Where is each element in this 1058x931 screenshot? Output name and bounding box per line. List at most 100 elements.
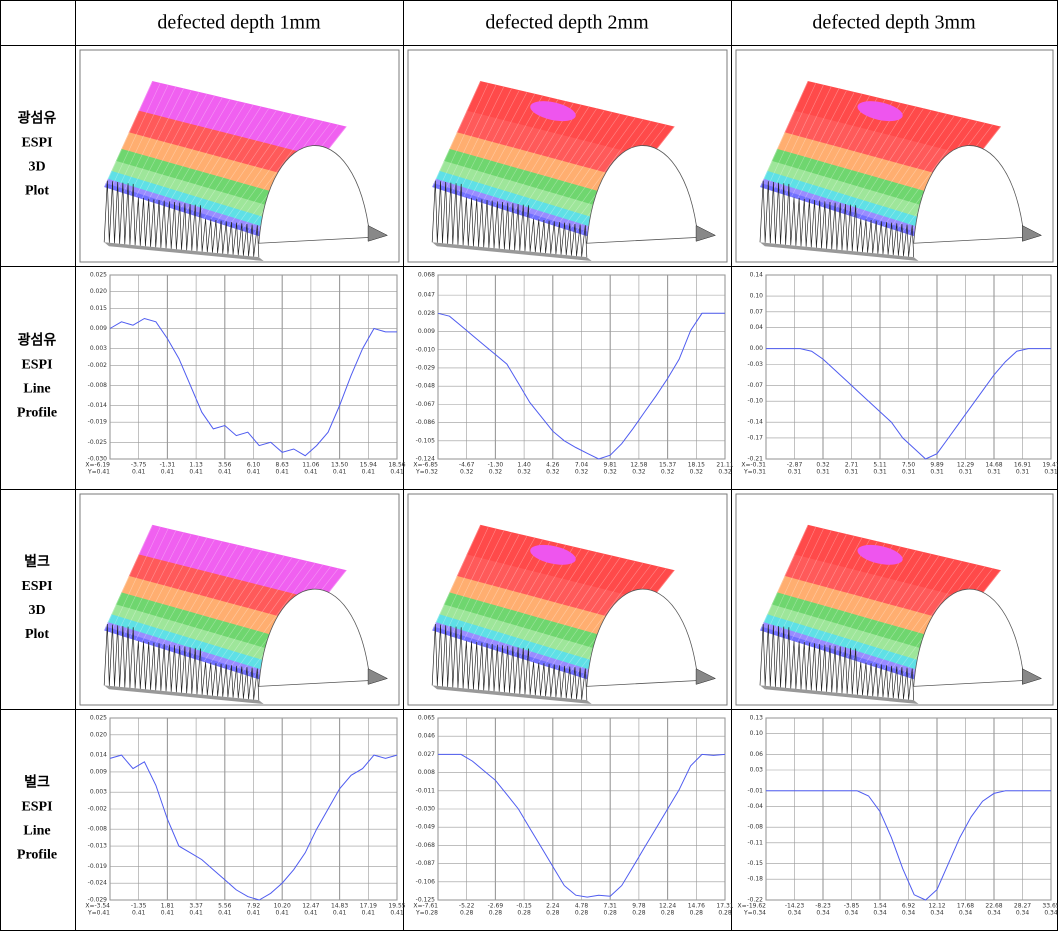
x-tick-label: -4.67 [459, 462, 475, 469]
figure-table: defected depth 1mmdefected depth 2mmdefe… [0, 0, 1058, 931]
x-tick-label: 33.65 [1042, 903, 1058, 910]
y-tick-label: -0.15 [747, 860, 763, 867]
y-tick-label: -0.105 [416, 437, 436, 444]
x-tick-label: 14.76 [688, 903, 705, 910]
y-tick-label: -0.025 [88, 439, 108, 446]
x-tick-label: 5.11 [873, 462, 887, 469]
x-tick-label: 1.81 [161, 903, 175, 910]
y-coord-label: 0.31 [930, 469, 944, 476]
y-coord-label: 0.32 [632, 469, 646, 476]
y-coord-label: Y=0.31 [743, 469, 766, 476]
y-coord-label: 0.32 [575, 469, 589, 476]
x-tick-label: 6.92 [902, 903, 916, 910]
y-coord-label: 0.34 [873, 910, 887, 917]
y-tick-label: 0.028 [418, 310, 435, 317]
y-tick-label: -0.01 [747, 787, 763, 794]
y-tick-label: 0.015 [90, 305, 107, 312]
y-coord-label: 0.32 [517, 469, 531, 476]
x-tick-label: -8.23 [815, 903, 831, 910]
x-tick-label: -2.69 [488, 903, 504, 910]
x-tick-label: -1.31 [160, 462, 176, 469]
x-tick-label: 15.94 [360, 462, 377, 469]
y-coord-label: Y=0.41 [87, 469, 110, 476]
y-coord-label: 0.41 [132, 910, 146, 917]
y-coord-label: 0.41 [189, 910, 203, 917]
y-tick-label: 0.06 [750, 751, 764, 758]
y-coord-label: 0.31 [959, 469, 973, 476]
y-tick-label: 0.025 [90, 272, 107, 279]
y-coord-label: 0.32 [460, 469, 474, 476]
y-coord-label: 0.34 [902, 910, 916, 917]
x-tick-label: 9.89 [930, 462, 944, 469]
y-coord-label: 0.34 [845, 910, 859, 917]
row-label: Profile [17, 406, 57, 421]
column-header: defected depth 2mm [485, 12, 649, 34]
y-tick-label: 0.025 [90, 715, 107, 722]
y-tick-label: 0.009 [90, 325, 107, 332]
row-label: Plot [25, 627, 49, 642]
y-coord-label: 0.31 [987, 469, 1001, 476]
y-tick-label: -0.04 [747, 803, 763, 810]
x-tick-label: 7.50 [902, 462, 916, 469]
row-label: 광섬유 [18, 110, 57, 127]
y-tick-label: -0.019 [88, 863, 108, 870]
y-tick-label: -0.106 [416, 878, 436, 885]
row-label: ESPI [21, 579, 52, 594]
y-tick-label: -0.048 [416, 383, 436, 390]
x-tick-label: 12.29 [957, 462, 974, 469]
y-coord-label: 0.34 [987, 910, 1001, 917]
x-tick-label: 8.63 [276, 462, 290, 469]
y-tick-label: -0.17 [747, 434, 763, 441]
x-tick-label: 9.78 [632, 903, 646, 910]
plot-3d [736, 50, 1053, 262]
x-tick-label: X=-6.19 [85, 462, 110, 469]
y-coord-label: 0.32 [546, 469, 560, 476]
x-tick-label: X=-7.61 [413, 903, 438, 910]
x-tick-label: 4.26 [546, 462, 560, 469]
x-tick-label: -1.35 [131, 903, 147, 910]
x-tick-label: 12.12 [928, 903, 945, 910]
x-tick-label: 19.55 [388, 903, 405, 910]
y-tick-label: -0.024 [88, 880, 108, 887]
y-tick-label: 0.020 [90, 288, 107, 295]
y-coord-label: Y=0.28 [415, 910, 438, 917]
y-coord-label: 0.28 [517, 910, 531, 917]
x-tick-label: 7.31 [604, 903, 618, 910]
x-tick-label: X=-6.85 [413, 462, 438, 469]
x-tick-label: 4.78 [575, 903, 589, 910]
x-tick-label: 1.40 [517, 462, 531, 469]
x-tick-label: 17.31 [716, 903, 733, 910]
y-tick-label: -0.087 [416, 860, 436, 867]
y-coord-label: 0.41 [218, 910, 232, 917]
x-tick-label: 19.47 [1042, 462, 1058, 469]
y-tick-label: -0.07 [747, 382, 763, 389]
y-coord-label: 0.41 [247, 469, 261, 476]
y-tick-label: -0.014 [88, 402, 108, 409]
x-tick-label: -14.23 [785, 903, 805, 910]
y-tick-label: -0.019 [88, 419, 108, 426]
x-tick-label: 5.56 [218, 903, 232, 910]
y-coord-label: 0.28 [575, 910, 589, 917]
y-tick-label: 0.003 [90, 789, 107, 796]
x-tick-label: -0.15 [516, 903, 532, 910]
y-tick-label: -0.049 [416, 824, 436, 831]
y-tick-label: -0.008 [88, 382, 108, 389]
y-coord-label: 0.41 [247, 910, 261, 917]
y-coord-label: 0.34 [1016, 910, 1030, 917]
y-tick-label: 0.047 [418, 292, 435, 299]
y-coord-label: 0.32 [604, 469, 618, 476]
row-label: ESPI [21, 136, 52, 151]
y-coord-label: 0.28 [489, 910, 503, 917]
row-label: Line [23, 382, 50, 397]
y-coord-label: 0.31 [1044, 469, 1058, 476]
x-tick-label: -1.30 [488, 462, 504, 469]
x-tick-label: 12.58 [630, 462, 647, 469]
x-tick-label: 17.68 [957, 903, 974, 910]
y-coord-label: 0.34 [930, 910, 944, 917]
y-tick-label: -0.002 [88, 806, 108, 813]
y-coord-label: 0.31 [816, 469, 830, 476]
y-coord-label: 0.41 [189, 469, 203, 476]
y-tick-label: 0.13 [750, 715, 764, 722]
y-tick-label: 0.068 [418, 272, 435, 279]
row-label: 광섬유 [18, 332, 57, 349]
